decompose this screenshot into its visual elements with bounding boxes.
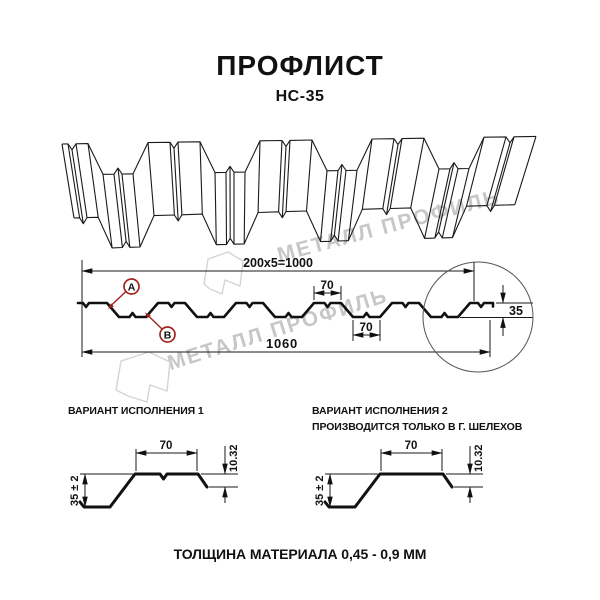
v2-dim-flange: 70 [405, 440, 418, 452]
label-b: В [164, 330, 172, 342]
callout-b: В [145, 312, 176, 343]
v1-dim-height: 35 ± 2 [69, 475, 81, 506]
detail-circle [422, 261, 534, 373]
dim-top-label: 200x5=1000 [243, 256, 313, 270]
variant-1-title: ВАРИАНТ ИСПОЛНЕНИЯ 1 [68, 405, 204, 417]
v2-dim-edge: 10.32 [473, 444, 485, 472]
variant-1-heading: ВАРИАНТ ИСПОЛНЕНИЯ 1 [68, 404, 204, 420]
material-thickness-note: ТОЛЩИНА МАТЕРИАЛА 0,45 - 0,9 ММ [173, 546, 427, 562]
variant-2-subtitle: ПРОИЗВОДИТСЯ ТОЛЬКО В Г. ШЕЛЕХОВ [312, 420, 523, 433]
watermark-logo-icon [203, 251, 244, 295]
dim-total-width-label: 1060 [266, 336, 298, 351]
variant-1-diagram: 70 10.32 35 ± 2 [69, 440, 240, 509]
v1-dim-flange: 70 [160, 440, 173, 452]
profile-sheet-3d-view [61, 135, 537, 249]
arrowhead-icon [108, 303, 114, 309]
callout-a: А [108, 278, 140, 309]
dim-bottom-flange-label: 70 [359, 320, 373, 334]
profile-outline [76, 301, 495, 319]
dim-height-label: 35 [509, 304, 523, 318]
variant-2-heading: ВАРИАНТ ИСПОЛНЕНИЯ 2 ПРОИЗВОДИТСЯ ТОЛЬКО… [312, 404, 522, 436]
dim-top-flange-label: 70 [320, 278, 334, 292]
page-title: ПРОФЛИСТ [216, 50, 384, 81]
variant-2-title: ВАРИАНТ ИСПОЛНЕНИЯ 2 [312, 405, 448, 417]
label-a: А [128, 282, 136, 294]
variant-2-diagram: 70 10.32 35 ± 2 [314, 440, 485, 509]
profile-code: НС-35 [275, 88, 325, 105]
variant-2-profile [323, 472, 454, 509]
v1-dim-edge: 10.32 [228, 444, 240, 472]
v2-dim-height: 35 ± 2 [314, 475, 326, 506]
variant-1-profile [78, 472, 209, 509]
cross-section-diagram: 200x5=1000 70 70 1060 35 [76, 256, 534, 373]
watermark-logo-icon [115, 351, 171, 403]
arrowhead-icon [145, 312, 151, 319]
